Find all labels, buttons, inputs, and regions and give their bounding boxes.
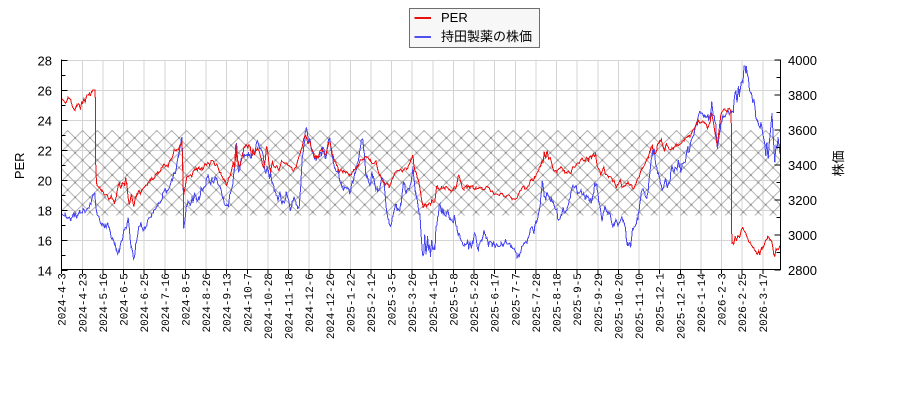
svg-text:PER: PER	[441, 10, 468, 25]
svg-text:3800: 3800	[788, 88, 817, 103]
svg-text:2024-11-18: 2024-11-18	[285, 273, 297, 339]
svg-text:24: 24	[38, 113, 52, 128]
svg-text:株価: 株価	[831, 150, 846, 176]
svg-text:2024-6-5: 2024-6-5	[120, 273, 132, 326]
svg-text:2025-7-28: 2025-7-28	[532, 273, 544, 332]
svg-text:2024-4-23: 2024-4-23	[78, 273, 90, 332]
svg-text:2800: 2800	[788, 263, 817, 278]
svg-text:2024-9-13: 2024-9-13	[223, 273, 235, 332]
svg-text:2025-3-5: 2025-3-5	[388, 273, 400, 326]
svg-text:2025-1-22: 2025-1-22	[346, 273, 358, 332]
svg-text:2025-10-20: 2025-10-20	[614, 273, 626, 339]
svg-text:3600: 3600	[788, 123, 817, 138]
svg-text:2025-11-10: 2025-11-10	[635, 273, 647, 339]
svg-text:2024-8-26: 2024-8-26	[202, 273, 214, 332]
svg-text:2026-3-17: 2026-3-17	[759, 273, 771, 332]
svg-text:2025-4-15: 2025-4-15	[429, 273, 441, 332]
svg-text:14: 14	[38, 263, 52, 278]
svg-text:2025-3-26: 2025-3-26	[408, 273, 420, 332]
svg-text:2026-1-14: 2026-1-14	[697, 273, 709, 333]
svg-text:2024-5-16: 2024-5-16	[99, 273, 111, 332]
svg-text:3400: 3400	[788, 158, 817, 173]
svg-text:2024-10-7: 2024-10-7	[243, 273, 255, 332]
svg-text:持田製薬の株価: 持田製薬の株価	[441, 29, 532, 44]
svg-text:2025-9-29: 2025-9-29	[594, 273, 606, 332]
svg-text:2025-2-12: 2025-2-12	[367, 273, 379, 332]
svg-text:2024-4-3: 2024-4-3	[58, 273, 70, 326]
svg-text:2024-8-5: 2024-8-5	[181, 273, 193, 326]
svg-text:2026-2-25: 2026-2-25	[738, 273, 750, 332]
svg-text:2025-5-28: 2025-5-28	[470, 273, 482, 332]
svg-text:2025-9-5: 2025-9-5	[573, 273, 585, 326]
svg-text:22: 22	[38, 143, 52, 158]
svg-text:2024-12-6: 2024-12-6	[305, 273, 317, 332]
svg-text:2025-12-19: 2025-12-19	[676, 273, 688, 339]
svg-text:2024-6-25: 2024-6-25	[140, 273, 152, 332]
svg-text:20: 20	[38, 173, 52, 188]
svg-text:2025-12-1: 2025-12-1	[656, 273, 668, 333]
svg-text:2024-7-16: 2024-7-16	[161, 273, 173, 332]
svg-text:PER: PER	[12, 152, 27, 179]
svg-text:26: 26	[38, 83, 52, 98]
svg-text:2025-8-18: 2025-8-18	[553, 273, 565, 332]
svg-text:2026-2-3: 2026-2-3	[718, 273, 730, 326]
svg-text:28: 28	[38, 53, 52, 68]
svg-text:2024-12-26: 2024-12-26	[326, 273, 338, 339]
svg-text:2025-7-7: 2025-7-7	[511, 273, 523, 326]
svg-text:4000: 4000	[788, 53, 817, 68]
svg-text:16: 16	[38, 233, 52, 248]
svg-text:2025-5-8: 2025-5-8	[450, 273, 462, 326]
svg-text:3000: 3000	[788, 228, 817, 243]
svg-text:3200: 3200	[788, 193, 817, 208]
svg-text:2025-6-17: 2025-6-17	[491, 273, 503, 332]
svg-text:18: 18	[38, 203, 52, 218]
svg-text:2024-10-28: 2024-10-28	[264, 273, 276, 339]
